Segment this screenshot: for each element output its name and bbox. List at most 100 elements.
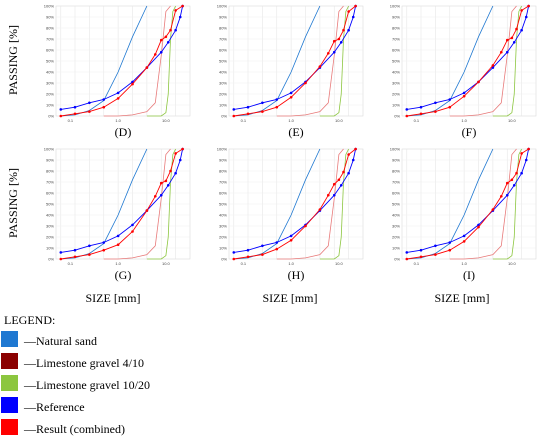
y-tick-label: 10% <box>46 103 54 108</box>
data-point-result-combined <box>88 110 91 113</box>
data-point-reference <box>405 251 409 254</box>
x-tick-label: 1.0 <box>115 261 121 266</box>
data-point-result-combined <box>232 257 236 261</box>
data-point-result-combined <box>73 112 77 116</box>
data-point-result-combined <box>337 37 341 41</box>
data-point-reference <box>246 248 250 252</box>
data-point-result-combined <box>304 224 307 228</box>
series-result-combined <box>232 147 357 261</box>
data-point-result-combined <box>289 239 293 242</box>
y-tick-label: 90% <box>46 158 54 163</box>
data-point-reference <box>166 184 170 187</box>
data-point-reference <box>520 171 523 175</box>
data-point-result-combined <box>164 179 168 183</box>
x-tick-label: 0.1 <box>414 261 420 266</box>
panel-i: 0% 10% 20% 30% 40% 50% 60% 70% 80% 90% 100% 0.1 1.0 1… <box>390 147 537 282</box>
series-result-combined <box>59 147 184 261</box>
data-point-reference <box>232 251 236 254</box>
y-tick-label: 60% <box>46 191 54 196</box>
y-tick-label: 40% <box>46 213 54 218</box>
data-point-reference <box>434 244 437 248</box>
y-tick-label: 70% <box>46 37 54 42</box>
data-point-result-combined <box>527 147 530 151</box>
y-tick-label: 30% <box>219 224 227 229</box>
data-point-result-combined <box>131 82 134 86</box>
data-point-result-combined <box>153 53 157 56</box>
data-point-result-combined <box>318 65 322 68</box>
data-point-reference <box>512 184 516 187</box>
y-tick-label: 30% <box>219 81 227 86</box>
x-tick-label: 10.0 <box>335 261 344 266</box>
y-tick-label: 30% <box>392 81 400 86</box>
data-point-reference <box>351 158 355 162</box>
series-limestone-gravel-10-20 <box>146 5 176 117</box>
y-tick-label: 0% <box>48 114 54 119</box>
data-point-result-combined <box>342 170 345 174</box>
data-point-result-combined <box>181 147 184 151</box>
data-point-reference <box>477 223 480 227</box>
panel-e: 0% 10% 20% 30% 40% 50% 60% 70% 80% 90% 100% 0.1 1.0 1… <box>217 4 364 139</box>
y-tick-label: 50% <box>219 59 227 64</box>
data-point-result-combined <box>116 97 120 100</box>
y-tick-label: 40% <box>392 70 400 75</box>
y-tick-label: 60% <box>219 48 227 53</box>
series-line-reference <box>60 148 184 253</box>
data-point-result-combined <box>505 181 509 185</box>
panels: 0% 10% 20% 30% 40% 50% 60% 70% 80% 90% 100% 0.1 1.0 1… <box>44 4 537 282</box>
data-point-result-combined <box>462 94 466 98</box>
x-tick-label: 0.1 <box>241 261 247 266</box>
data-point-reference <box>339 41 343 44</box>
y-tick-label: 0% <box>394 114 400 119</box>
data-point-result-combined <box>159 38 163 42</box>
data-point-reference <box>59 251 63 254</box>
data-point-reference <box>524 158 528 162</box>
data-point-reference <box>73 248 77 252</box>
y-tick-label: 100% <box>44 4 55 9</box>
data-point-result-combined <box>131 230 134 233</box>
data-point-reference <box>261 244 264 248</box>
x-tick-label: 0.1 <box>68 261 74 266</box>
panel-f: 0% 10% 20% 30% 40% 50% 60% 70% 80% 90% 100% 0.1 1.0 1… <box>390 4 537 139</box>
data-point-reference <box>289 91 293 95</box>
data-point-reference <box>347 28 350 32</box>
data-point-result-combined <box>164 35 168 39</box>
data-point-result-combined <box>491 64 495 67</box>
data-point-reference <box>351 15 355 19</box>
y-tick-label: 20% <box>46 92 54 97</box>
data-point-result-combined <box>174 152 177 155</box>
data-point-reference <box>102 241 106 244</box>
y-tick-label: 100% <box>44 147 55 152</box>
data-point-result-combined <box>520 9 523 12</box>
y-axis-title-top: PASSING [%] <box>6 25 20 95</box>
data-point-result-combined <box>515 171 518 175</box>
data-point-result-combined <box>304 81 307 85</box>
y-tick-label: 40% <box>46 70 54 75</box>
data-point-result-combined <box>419 112 423 116</box>
data-point-result-combined <box>434 110 437 113</box>
y-tick-label: 40% <box>219 213 227 218</box>
y-tick-label: 90% <box>219 15 227 20</box>
data-point-reference <box>505 193 509 197</box>
x-tick-label: 10.0 <box>508 118 517 123</box>
data-point-result-combined <box>527 4 530 8</box>
y-tick-label: 30% <box>392 224 400 229</box>
series-result-combined <box>405 147 530 261</box>
series-line-limestone-gravel-10-20 <box>319 5 349 117</box>
data-point-result-combined <box>59 114 63 118</box>
data-point-reference <box>462 91 466 95</box>
data-point-reference <box>332 193 336 197</box>
panel-d: 0% 10% 20% 30% 40% 50% 60% 70% 80% 90% 100% 0.1 1.0 1… <box>44 4 191 139</box>
y-tick-label: 10% <box>46 246 54 251</box>
y-tick-label: 40% <box>219 70 227 75</box>
x-tick-label: 0.1 <box>68 118 74 123</box>
y-tick-label: 80% <box>392 169 400 174</box>
data-point-result-combined <box>181 4 184 8</box>
legend-label-limestone-gravel-10-20: —Limestone gravel 10/20 <box>23 378 150 392</box>
y-tick-label: 80% <box>219 26 227 31</box>
data-point-result-combined <box>405 114 409 118</box>
y-tick-label: 60% <box>392 191 400 196</box>
data-point-result-combined <box>419 255 423 259</box>
x-tick-label: 1.0 <box>461 118 467 123</box>
series-line-limestone-gravel-10-20 <box>492 5 522 117</box>
series-limestone-gravel-10-20 <box>492 148 522 260</box>
